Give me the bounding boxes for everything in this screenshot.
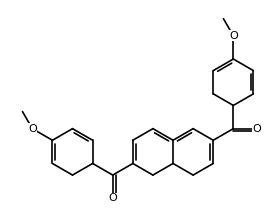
- Text: O: O: [108, 193, 117, 203]
- Text: O: O: [229, 31, 238, 41]
- Text: O: O: [252, 124, 261, 134]
- Text: O: O: [28, 124, 37, 134]
